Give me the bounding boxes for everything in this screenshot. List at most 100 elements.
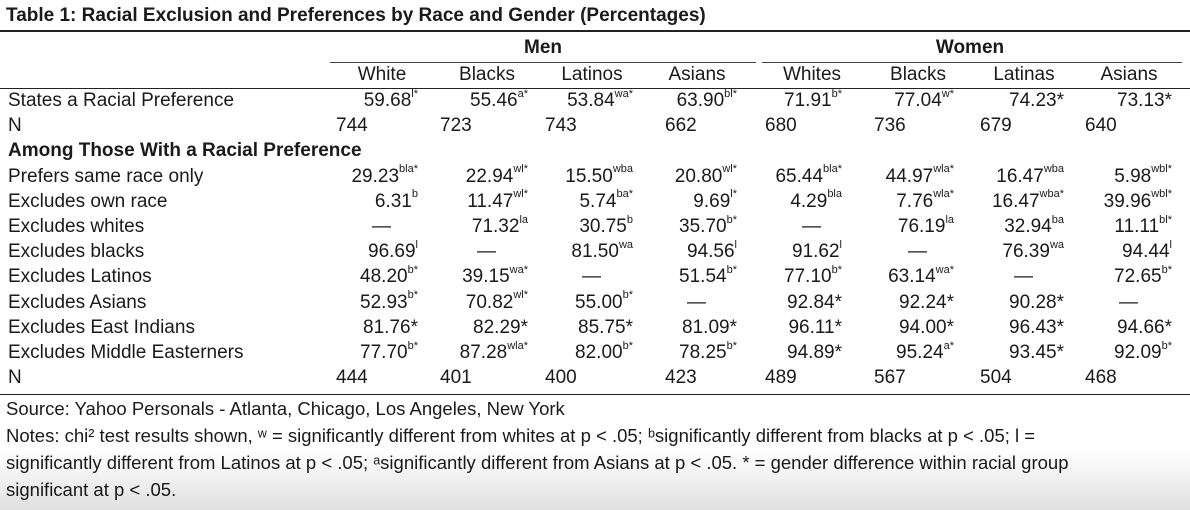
men-group-rule	[330, 62, 756, 63]
cell-value: 444	[336, 367, 368, 389]
cell-value: 96.43*	[1009, 316, 1064, 338]
significance-marker: wa*	[614, 87, 633, 100]
table-cell: —	[1014, 265, 1033, 289]
column-header: Latinas	[993, 64, 1055, 85]
cell-value: 95.24	[896, 342, 944, 363]
row-label: Excludes Middle Easterners	[8, 342, 244, 363]
table-cell: 81.76*	[363, 316, 418, 340]
table-cell: 70.82wl*	[465, 290, 528, 315]
cell-value: 5.74	[579, 190, 617, 212]
cell-value: 94.89*	[787, 342, 842, 363]
table-cell: 35.70b*	[679, 214, 737, 239]
row-label: N	[8, 115, 22, 137]
table-cell: 76.19la	[898, 213, 954, 239]
table-cell: 4.29bla	[790, 189, 842, 214]
cell-value: 16.47	[991, 190, 1040, 212]
header-rule	[0, 88, 1190, 89]
column-header: Asians	[668, 64, 726, 85]
table-cell: 78.25b*	[679, 340, 737, 365]
table-cell: 401	[440, 366, 472, 390]
significance-marker: wla*	[507, 339, 528, 352]
table-cell: 82.29*	[473, 316, 528, 340]
cell-value: 44.97	[885, 165, 934, 187]
cell-value: —	[372, 216, 391, 237]
significance-marker: l*	[411, 87, 418, 100]
significance-marker: la	[945, 213, 954, 226]
table-cell: 81.50wa	[571, 238, 633, 264]
significance-marker: bl*	[1159, 213, 1172, 226]
column-header: Whites	[782, 64, 842, 85]
cell-value: 22.94	[465, 165, 514, 187]
significance-marker: bla*	[823, 163, 842, 176]
table-cell: 94.44l	[1122, 239, 1172, 264]
table-cell: 468	[1085, 366, 1117, 390]
cell-value: 48.20	[360, 266, 408, 288]
table-cell: —	[908, 240, 927, 264]
row-label: Excludes Asians	[8, 291, 147, 313]
cell-value: 77.04	[894, 90, 942, 111]
significance-marker: a*	[517, 87, 528, 100]
table-cell: 94.66*	[1117, 316, 1172, 340]
table-cell: 640	[1085, 114, 1117, 138]
significance-marker: wl*	[513, 163, 528, 176]
cell-value: 96.69	[368, 241, 416, 263]
significance-marker: b*	[407, 264, 418, 277]
cell-value: 680	[765, 115, 797, 137]
table-cell: 94.56l	[687, 239, 737, 264]
column-header: Blacks	[890, 64, 946, 85]
cell-value: 743	[545, 115, 577, 137]
significance-marker: wba*	[1039, 188, 1064, 201]
table-cell: —	[802, 215, 821, 239]
significance-marker: ba*	[616, 188, 633, 201]
cell-value: 504	[980, 367, 1012, 389]
table-cell: 736	[874, 114, 906, 138]
table-cell: 92.09b*	[1114, 339, 1172, 365]
cell-value: 72.65	[1114, 266, 1162, 288]
table-cell: 444	[336, 366, 368, 390]
cell-value: 51.54	[679, 266, 727, 288]
significance-marker: wba	[612, 163, 633, 176]
table-cell: 400	[545, 366, 577, 390]
table-cell: —	[687, 291, 706, 315]
table-cell: 5.74ba*	[579, 188, 633, 214]
cell-value: 81.76*	[363, 316, 418, 338]
significance-marker: l	[839, 238, 842, 251]
cell-value: 55.46	[470, 90, 518, 111]
cell-value: 90.28*	[1009, 291, 1064, 313]
table-cell: 22.94wl*	[465, 163, 528, 189]
notes-line-2: significantly different from Latinos at …	[6, 452, 1069, 473]
significance-marker: b*	[1161, 339, 1172, 352]
table-cell: 744	[336, 114, 368, 138]
cell-value: —	[582, 266, 601, 288]
significance-marker: b*	[831, 87, 842, 100]
cell-value: 94.00*	[899, 316, 954, 338]
table-cell: 96.11*	[788, 316, 842, 340]
significance-marker: b	[411, 188, 418, 201]
significance-marker: wbl*	[1151, 163, 1172, 176]
significance-marker: b*	[726, 264, 737, 277]
cell-value: 77.10	[784, 266, 832, 288]
cell-value: —	[908, 241, 927, 263]
table-cell: 15.50wba	[565, 163, 633, 189]
significance-marker: b*	[407, 289, 418, 302]
notes-line-1: Notes: chi² test results shown, ʷ = sign…	[6, 425, 1036, 446]
significance-marker: la	[519, 213, 528, 226]
table-cell: 11.11bl*	[1114, 213, 1172, 239]
cell-value: 39.96	[1103, 190, 1152, 212]
table-cell: 6.31b	[375, 188, 418, 214]
table-cell: 489	[765, 366, 797, 390]
table-cell: 72.65b*	[1114, 265, 1172, 289]
cell-value: 32.94	[1004, 216, 1052, 237]
significance-marker: bla*	[399, 163, 418, 176]
cell-value: 92.84*	[787, 291, 842, 313]
row-label: Excludes Latinos	[8, 266, 152, 288]
significance-marker: wa	[618, 238, 633, 251]
cell-value: 35.70	[679, 216, 727, 237]
significance-marker: wa	[1049, 238, 1064, 251]
cell-value: 73.13*	[1117, 90, 1172, 111]
cell-value: —	[477, 241, 496, 263]
notes-line-3: significant at p < .05.	[6, 479, 177, 500]
column-header: Asians	[1100, 64, 1158, 85]
row-label: Prefers same race only	[8, 165, 204, 187]
cell-value: 70.82	[465, 291, 514, 313]
